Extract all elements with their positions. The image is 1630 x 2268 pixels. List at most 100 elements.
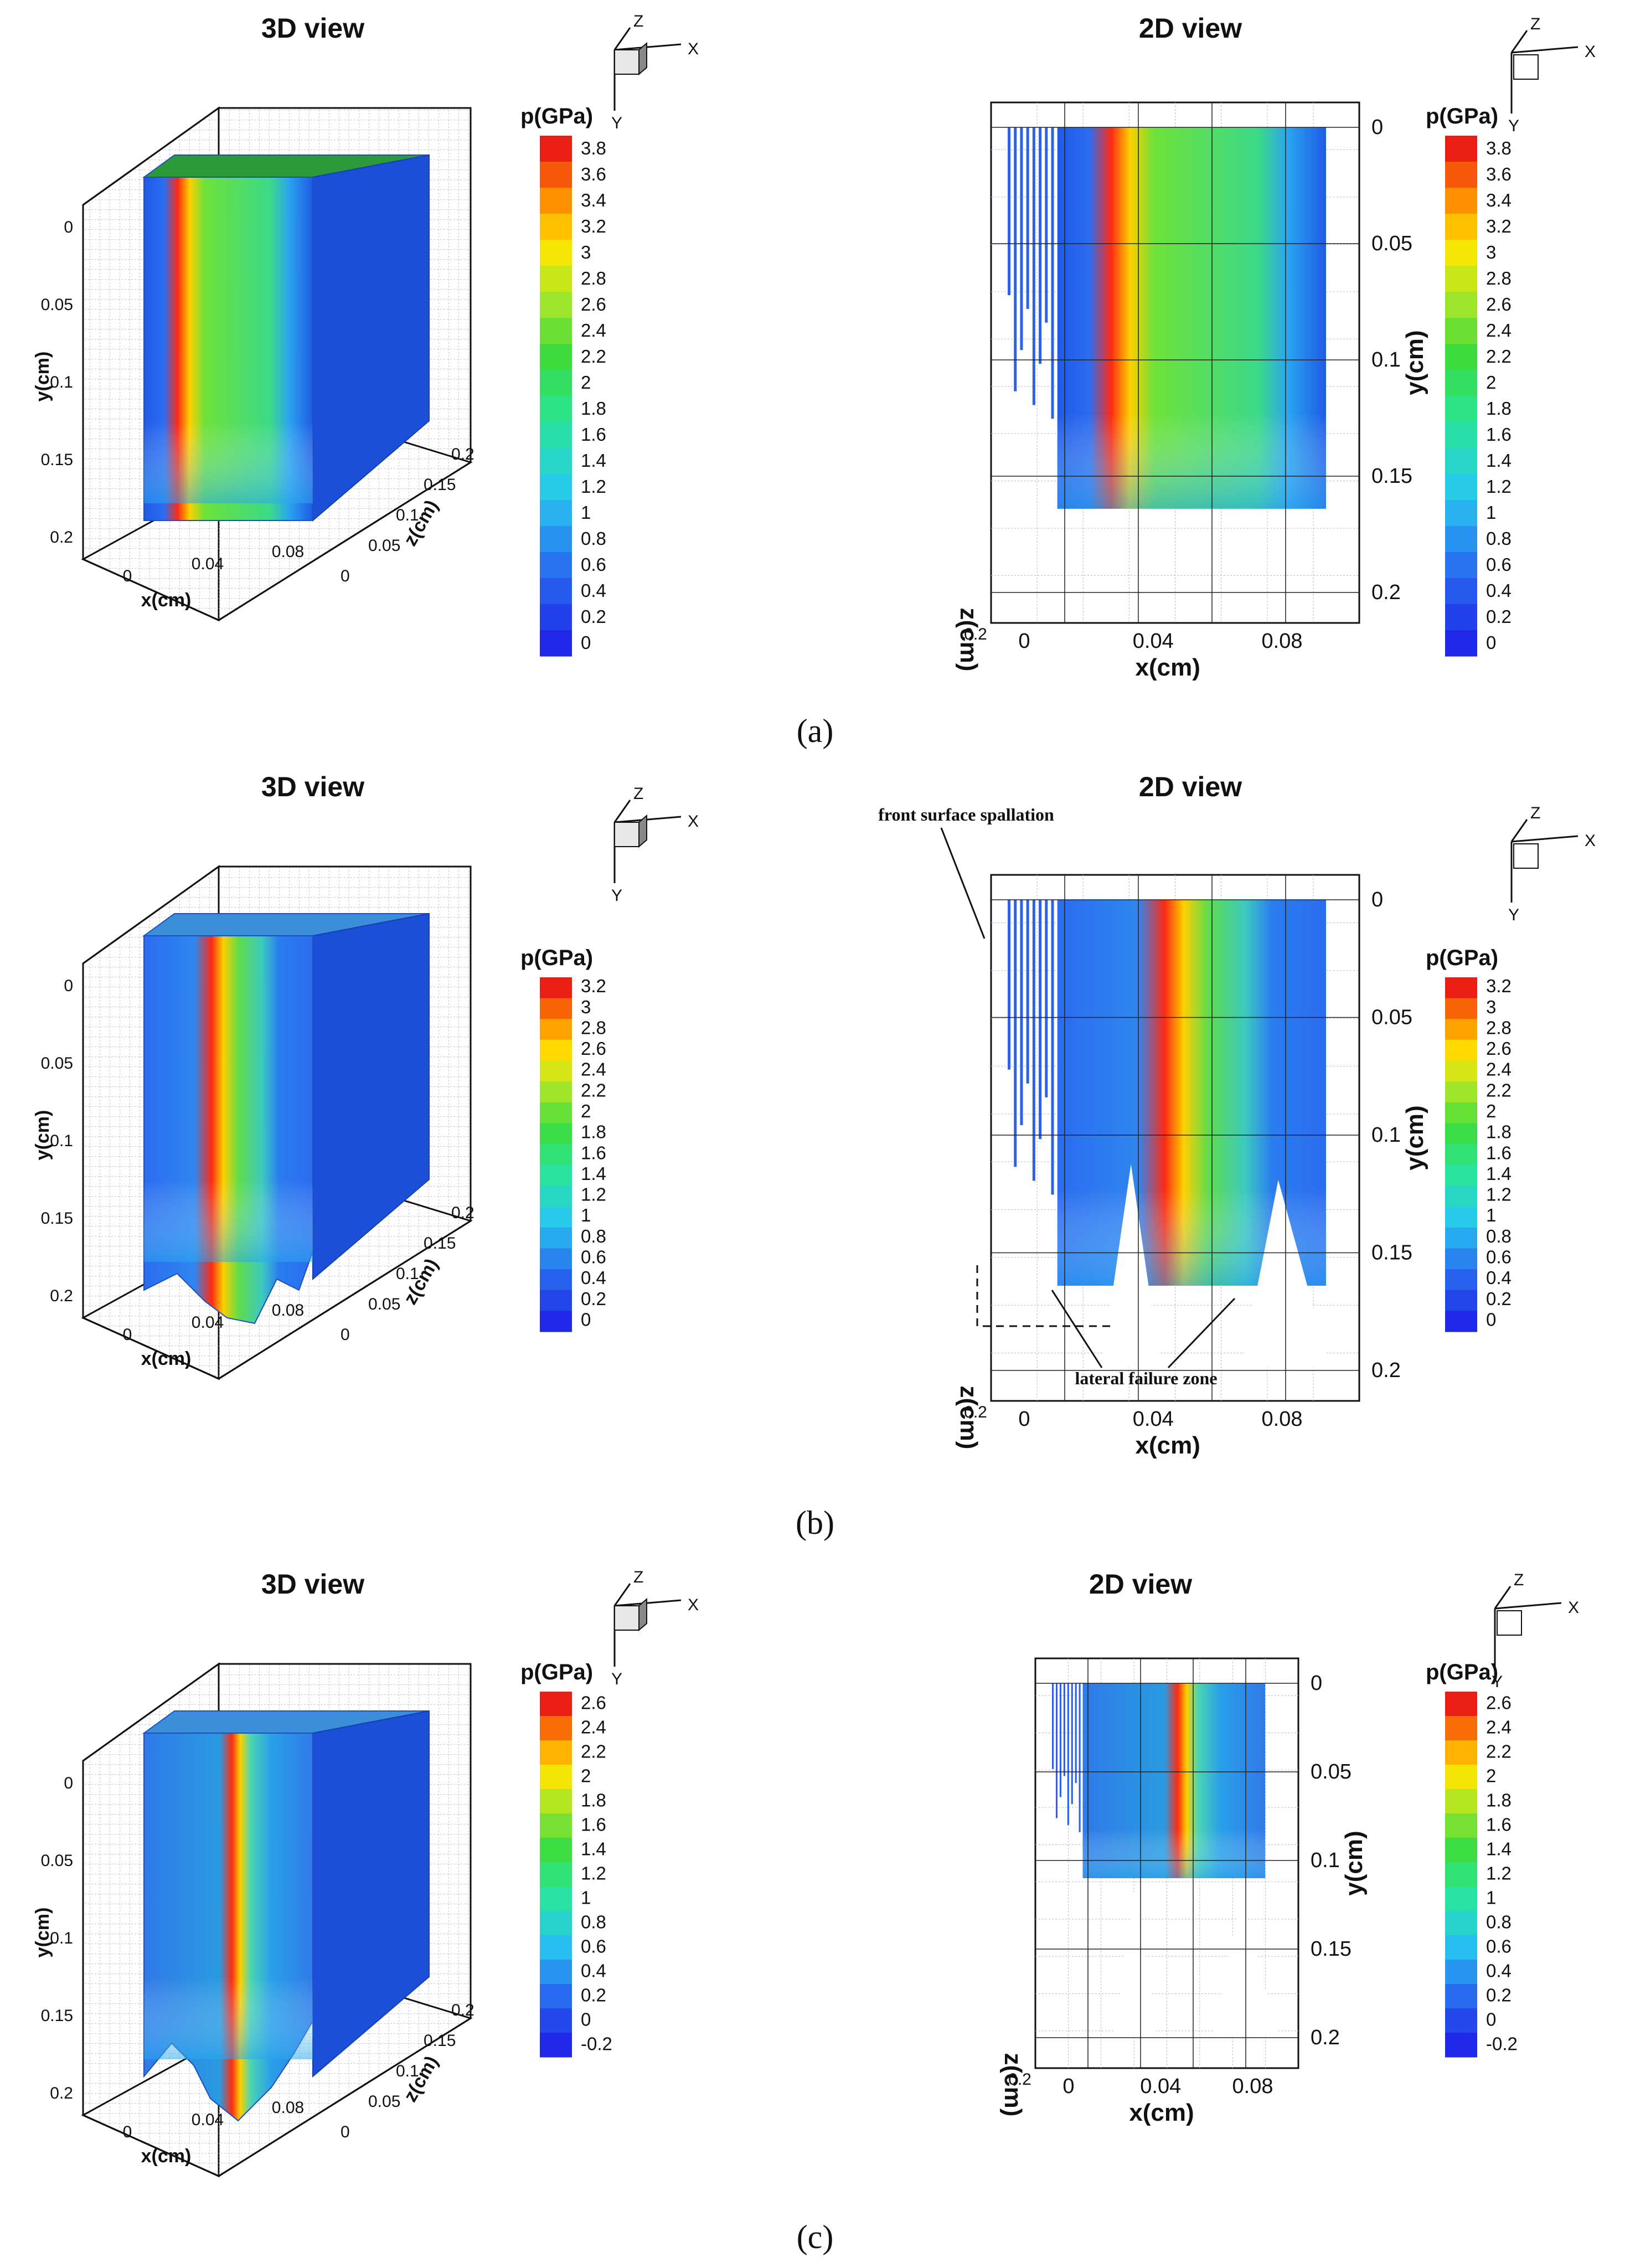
y2d-tick: 0 xyxy=(1311,1672,1322,1695)
y3d-tick: 0.05 xyxy=(41,296,73,314)
z3d-tick: 0.2 xyxy=(451,2001,474,2019)
legend-label: 2.8 xyxy=(1486,1017,1512,1038)
legend-swatch xyxy=(540,1144,572,1166)
legend-label: 3.2 xyxy=(1486,976,1512,996)
lateral-failure-left xyxy=(1101,1164,1160,1368)
legend-swatch xyxy=(1445,214,1477,240)
legend-swatch xyxy=(540,1935,572,1960)
legend-label: 0.6 xyxy=(1486,1936,1512,1957)
legend-label: 1.2 xyxy=(581,476,606,497)
legend-label: 2.4 xyxy=(1486,320,1512,341)
triad-x-axis xyxy=(1494,1602,1562,1610)
legend-label: 0.4 xyxy=(581,1267,606,1288)
triad-x-label: X xyxy=(1585,43,1596,61)
legend-swatch xyxy=(1445,344,1477,370)
spall-fragment xyxy=(1052,1683,1054,1769)
legend-label: 0.8 xyxy=(581,1226,606,1246)
title-3d-0: 3D view xyxy=(261,13,364,44)
title-3d-2: 3D view xyxy=(261,1569,364,1600)
y3d-axis-label: y(cm) xyxy=(32,1110,53,1161)
x3d-tick: 0 xyxy=(123,567,132,585)
x3d-tick: 0 xyxy=(123,2123,132,2141)
legend-swatch xyxy=(540,1813,572,1838)
legend-label: 1 xyxy=(1486,1888,1496,1908)
legend-label: 1.8 xyxy=(1486,1122,1512,1142)
legend-swatch xyxy=(1445,474,1477,501)
legend-label: 0.6 xyxy=(1486,1247,1512,1267)
legend-swatch xyxy=(1445,1164,1477,1187)
legend-label: 1.2 xyxy=(1486,1863,1512,1884)
legend-swatch xyxy=(540,1886,572,1911)
legend-label: 2.6 xyxy=(1486,1038,1512,1059)
legend-swatch xyxy=(1445,1886,1477,1911)
y2d-tick: 0 xyxy=(1371,888,1383,911)
legend-label: 1.4 xyxy=(1486,1163,1512,1184)
x2d-tick: 0.08 xyxy=(1262,630,1303,653)
x3d-axis-label: x(cm) xyxy=(141,590,192,611)
title-3d-1: 3D view xyxy=(261,771,364,802)
legend-label: 2.4 xyxy=(581,320,606,341)
triad-y-label: Y xyxy=(1492,1673,1503,1691)
x2d-tick: 0 xyxy=(1018,1408,1030,1431)
legend-swatch xyxy=(1445,1935,1477,1960)
spall-fragment xyxy=(1026,900,1029,1084)
legend-swatch xyxy=(540,552,572,579)
legend-title-2: p(GPa) xyxy=(1426,1660,1498,1684)
legend-swatch xyxy=(1445,1862,1477,1887)
z3d-tick: 0.15 xyxy=(424,476,456,494)
legend-label: 2.2 xyxy=(581,1080,606,1100)
legend-swatch xyxy=(540,1248,572,1270)
z3d-tick: 0 xyxy=(341,1326,350,1344)
legend-label: 0 xyxy=(581,632,591,653)
legend-swatch xyxy=(540,448,572,475)
legend-swatch xyxy=(1445,578,1477,605)
y3d-tick: 0 xyxy=(64,1774,73,1792)
legend-swatch xyxy=(540,1123,572,1145)
y2d-tick: 0.1 xyxy=(1311,1849,1340,1872)
legend-label: 0.4 xyxy=(1486,1267,1512,1288)
legend-swatch xyxy=(1445,1144,1477,1166)
legend-label: 0.4 xyxy=(1486,580,1512,601)
spall-fragment xyxy=(1039,900,1042,1140)
legend-swatch xyxy=(540,1838,572,1863)
legend-swatch xyxy=(540,1185,572,1207)
legend-label: 3.2 xyxy=(581,976,606,996)
legend-label: 3 xyxy=(1486,242,1496,262)
triad-y-label: Y xyxy=(611,1670,622,1688)
legend-label: 2.6 xyxy=(1486,1693,1512,1713)
legend-swatch xyxy=(1445,1123,1477,1145)
legend-swatch xyxy=(1445,266,1477,292)
legend-label: 1.8 xyxy=(581,398,606,419)
legend-label: 0 xyxy=(581,1309,591,1329)
legend-swatch xyxy=(540,526,572,553)
legend-label: 3 xyxy=(581,242,591,262)
spall-fragment xyxy=(1008,127,1011,296)
z3d-tick: 0.1 xyxy=(396,2062,419,2080)
x2d-tick: 0.04 xyxy=(1133,1408,1174,1431)
legend-swatch xyxy=(540,1269,572,1291)
z3d-tick: 0.15 xyxy=(424,2032,456,2050)
legend-label: 1 xyxy=(581,502,591,523)
legend-label: 2.2 xyxy=(1486,1080,1512,1100)
legend-label: 2 xyxy=(1486,1766,1496,1786)
legend-swatch xyxy=(1445,1692,1477,1717)
triad-y-label: Y xyxy=(1508,906,1519,924)
legend-label: 1.4 xyxy=(581,1163,606,1184)
legend-swatch xyxy=(540,1911,572,1936)
legend-label: 3.2 xyxy=(1486,216,1512,236)
legend-label: 0.4 xyxy=(1486,1961,1512,1981)
triad-z-axis xyxy=(613,1583,631,1606)
legend-swatch xyxy=(540,1789,572,1814)
legend-swatch xyxy=(540,1102,572,1124)
legend-swatch xyxy=(540,500,572,527)
legend-label: 0.2 xyxy=(581,606,606,627)
x2d-tick: 0.04 xyxy=(1140,2075,1181,2098)
legend-label: 1.2 xyxy=(1486,1184,1512,1205)
legend-label: 0.2 xyxy=(1486,1288,1512,1309)
spall-fragment xyxy=(1059,1683,1061,1797)
y3d-tick: 0 xyxy=(64,218,73,236)
z3d-tick: 0.15 xyxy=(424,1234,456,1252)
legend-swatch xyxy=(540,1081,572,1103)
legend-swatch xyxy=(1445,1019,1477,1040)
